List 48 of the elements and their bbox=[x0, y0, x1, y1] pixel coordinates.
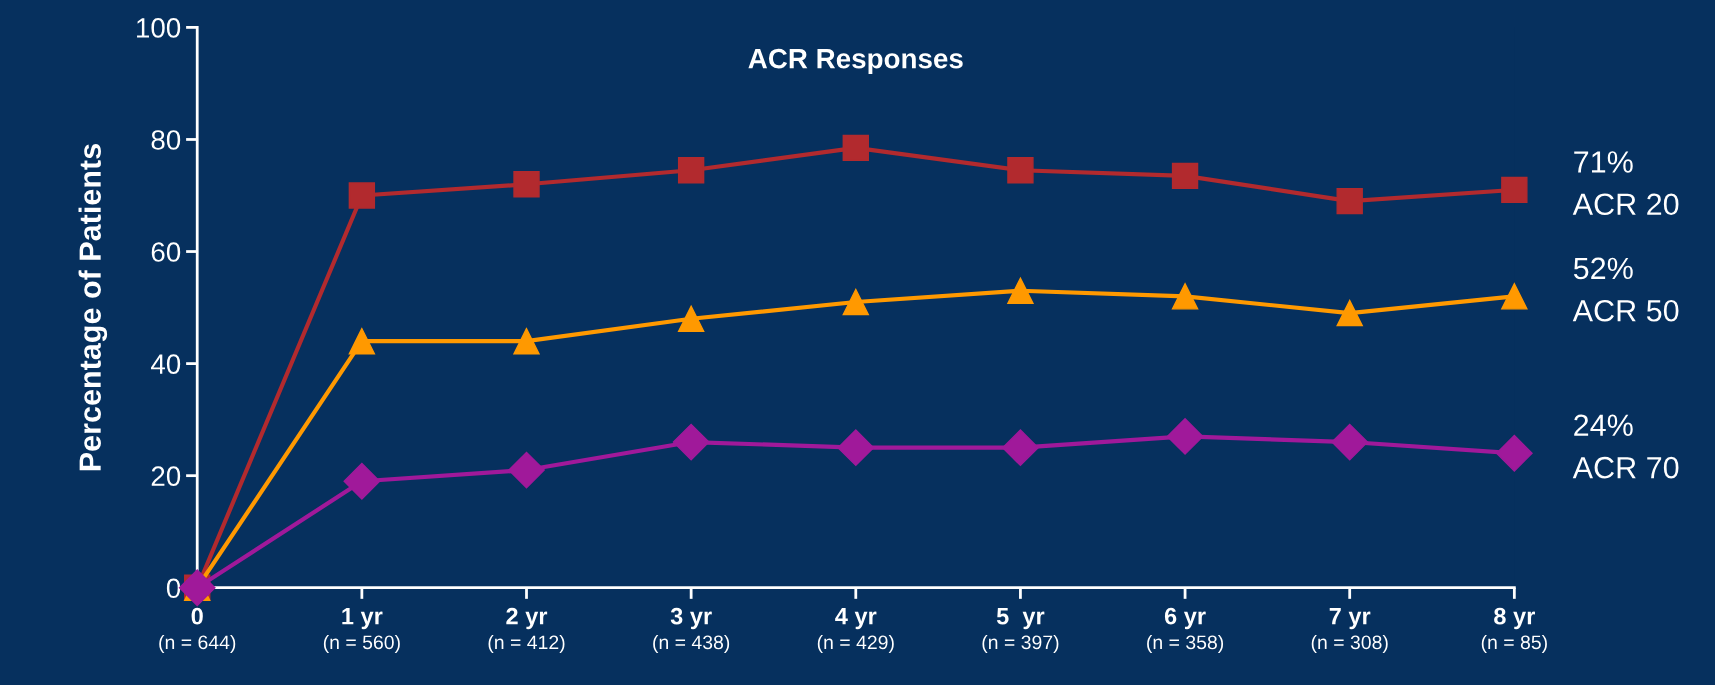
point bbox=[513, 327, 540, 355]
y-tick-label: 20 bbox=[151, 466, 181, 486]
point bbox=[1171, 283, 1199, 310]
point bbox=[1007, 277, 1034, 304]
x-tick-label: 5 yr (n = 397) bbox=[982, 608, 1059, 654]
annotation: 52% bbox=[1573, 257, 1633, 280]
point bbox=[1336, 187, 1363, 215]
x-tick-label: 6 yr (n = 358) bbox=[1147, 607, 1224, 654]
series-label: ACR 20 bbox=[1572, 193, 1679, 216]
x-tick-label: 0 (n = 644) bbox=[159, 607, 236, 654]
series-label: ACR 50 bbox=[1572, 299, 1679, 322]
annotation: 24% bbox=[1574, 414, 1633, 436]
x-tick-label: 2 yr (n = 412) bbox=[488, 607, 565, 654]
point bbox=[1495, 434, 1533, 472]
x-tick-label: 7 yr (n = 308) bbox=[1311, 608, 1388, 654]
y-tick-label: 0 bbox=[166, 578, 181, 599]
y-tick-label: 100 bbox=[137, 18, 181, 38]
point bbox=[178, 569, 216, 607]
point bbox=[677, 305, 705, 332]
point bbox=[1002, 429, 1039, 467]
point bbox=[1501, 283, 1528, 310]
point bbox=[343, 462, 381, 500]
point bbox=[842, 288, 869, 316]
point bbox=[837, 429, 875, 467]
point bbox=[842, 134, 869, 162]
point bbox=[1501, 176, 1528, 204]
point bbox=[1166, 418, 1204, 455]
point bbox=[1007, 157, 1034, 184]
y-tick-label: 40 bbox=[151, 354, 181, 374]
point bbox=[508, 451, 545, 489]
series-label: ACR 70 bbox=[1572, 456, 1679, 479]
x-tick-label: 8 yr (n = 85) bbox=[1481, 607, 1547, 654]
point bbox=[672, 423, 710, 461]
point bbox=[513, 171, 540, 198]
point bbox=[348, 182, 376, 209]
x-tick-label: 1 yr (n = 560) bbox=[323, 608, 400, 654]
y-tick-label: 80 bbox=[151, 130, 181, 150]
point bbox=[1336, 299, 1363, 327]
y-tick-label: 60 bbox=[151, 242, 181, 262]
point bbox=[677, 157, 705, 184]
point bbox=[1171, 162, 1199, 190]
point bbox=[1331, 423, 1369, 461]
x-tick-label: 3 yr (n = 438) bbox=[653, 607, 730, 654]
text: ACR Responses bbox=[748, 48, 963, 74]
y-axis-title: Percentage of Patients bbox=[78, 144, 108, 471]
point bbox=[348, 327, 376, 355]
annotation: 71% bbox=[1574, 151, 1633, 173]
x-tick-label: 4 yr (n = 429) bbox=[817, 608, 894, 654]
